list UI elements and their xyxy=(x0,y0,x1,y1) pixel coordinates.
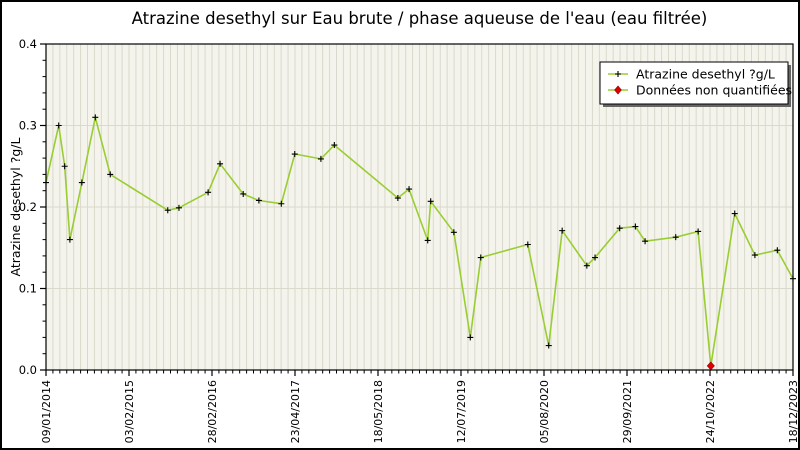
legend-label: Atrazine desethyl ?g/L xyxy=(636,67,775,82)
data-point-marker xyxy=(205,189,212,196)
data-point-marker xyxy=(695,228,702,235)
data-point-marker xyxy=(450,229,457,236)
data-point-marker xyxy=(278,200,285,207)
x-tick-label: 05/08/2020 xyxy=(538,380,551,443)
x-tick-label: 29/09/2021 xyxy=(621,380,634,443)
x-tick-label: 03/02/2015 xyxy=(123,380,136,443)
chart-title: Atrazine desethyl sur Eau brute / phase … xyxy=(131,9,708,28)
data-point-marker xyxy=(394,195,401,202)
data-point-marker xyxy=(66,236,73,243)
y-tick-label: 0.4 xyxy=(19,37,37,51)
data-series xyxy=(43,114,796,371)
data-point-marker xyxy=(107,171,114,178)
data-point-marker xyxy=(291,151,298,158)
data-point-marker xyxy=(427,198,434,205)
x-tick-label: 09/01/2014 xyxy=(40,380,53,443)
data-point-marker xyxy=(55,122,62,129)
data-point-marker xyxy=(642,238,649,245)
legend-plus-marker-icon xyxy=(615,71,621,77)
data-point-marker xyxy=(92,114,99,121)
data-point-marker xyxy=(61,163,68,170)
x-axis: 09/01/2014 03/02/2015 28/02/2016 23/04/2017… xyxy=(40,370,800,443)
data-point-marker xyxy=(583,262,590,269)
x-tick-label: 23/04/2017 xyxy=(289,380,302,443)
data-point-marker xyxy=(175,204,182,211)
data-point-marker xyxy=(255,197,262,204)
data-point-marker xyxy=(774,247,781,254)
x-tick-label: 18/05/2018 xyxy=(372,380,385,443)
y-tick-label: 0.2 xyxy=(19,200,37,214)
legend-box xyxy=(599,61,789,105)
x-tick-label: 24/10/2022 xyxy=(704,380,717,443)
data-point-marker xyxy=(424,237,431,244)
data-point-marker xyxy=(545,342,552,349)
data-point-marker xyxy=(477,254,484,261)
x-tick-label: 28/02/2016 xyxy=(206,380,219,443)
data-point-marker xyxy=(524,241,531,248)
data-point-marker xyxy=(467,334,474,341)
data-point-marker xyxy=(731,210,738,217)
data-point-marker xyxy=(240,190,247,197)
y-axis: 0.0 0.1 0.2 0.3 0.4 xyxy=(19,37,46,377)
data-point-marker xyxy=(592,254,599,261)
data-point-marker xyxy=(78,179,85,186)
y-tick-label: 0.1 xyxy=(19,282,37,296)
data-point-marker xyxy=(406,186,413,193)
y-tick-label: 0.3 xyxy=(19,119,37,133)
data-point-marker xyxy=(559,227,566,234)
horizontal-gridlines xyxy=(46,125,793,289)
legend-diamond-marker-icon xyxy=(614,85,622,95)
data-point-marker xyxy=(164,207,171,214)
data-point-marker xyxy=(672,234,679,241)
data-point-marker xyxy=(331,142,338,149)
data-point-marker xyxy=(616,225,623,232)
data-point-marker xyxy=(217,160,224,167)
x-tick-label: 12/07/2019 xyxy=(455,380,468,443)
legend-label: Données non quantifiées xyxy=(636,83,792,98)
x-tick-label: 18/12/2023 xyxy=(787,380,800,443)
data-point-marker xyxy=(751,252,758,259)
data-point-marker xyxy=(632,223,639,230)
data-point-marker xyxy=(317,155,324,162)
y-tick-label: 0.0 xyxy=(19,363,37,377)
